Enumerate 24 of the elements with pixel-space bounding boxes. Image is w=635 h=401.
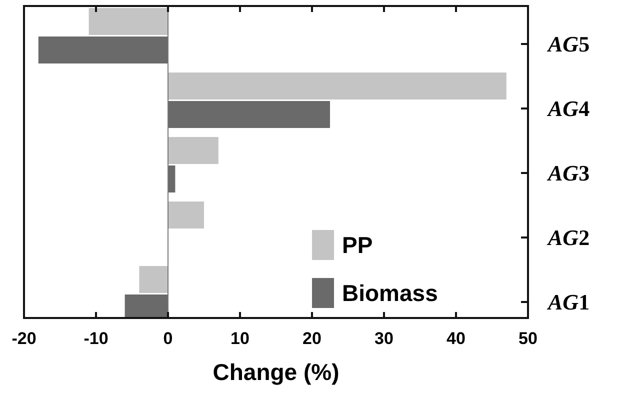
- x-tick-label: 0: [163, 329, 173, 348]
- bar: [168, 202, 204, 228]
- x-tick-label: 10: [230, 329, 250, 348]
- y-tick-label: AG2: [546, 225, 590, 250]
- x-axis-title: Change (%): [212, 359, 340, 385]
- bar: [139, 266, 168, 293]
- y-tick-label: AG5: [546, 32, 590, 57]
- bar: [168, 101, 330, 128]
- y-tick-label: AG3: [546, 160, 590, 186]
- legend-label: PP: [342, 232, 373, 258]
- x-tick-label: -10: [84, 329, 108, 348]
- x-tick-label: -20: [12, 329, 36, 348]
- x-tick-label: 20: [302, 329, 322, 348]
- x-tick-label: 30: [374, 329, 394, 348]
- legend-label: Biomass: [342, 280, 438, 306]
- bar: [38, 36, 168, 64]
- y-tick-label: AG4: [546, 96, 590, 122]
- bar: [88, 8, 168, 35]
- x-tick-label: 40: [446, 329, 466, 348]
- x-tick-label: 50: [518, 329, 538, 348]
- y-tick-label: AG1: [546, 290, 590, 315]
- bar: [168, 72, 506, 100]
- bar: [168, 137, 218, 164]
- bar: [168, 166, 176, 192]
